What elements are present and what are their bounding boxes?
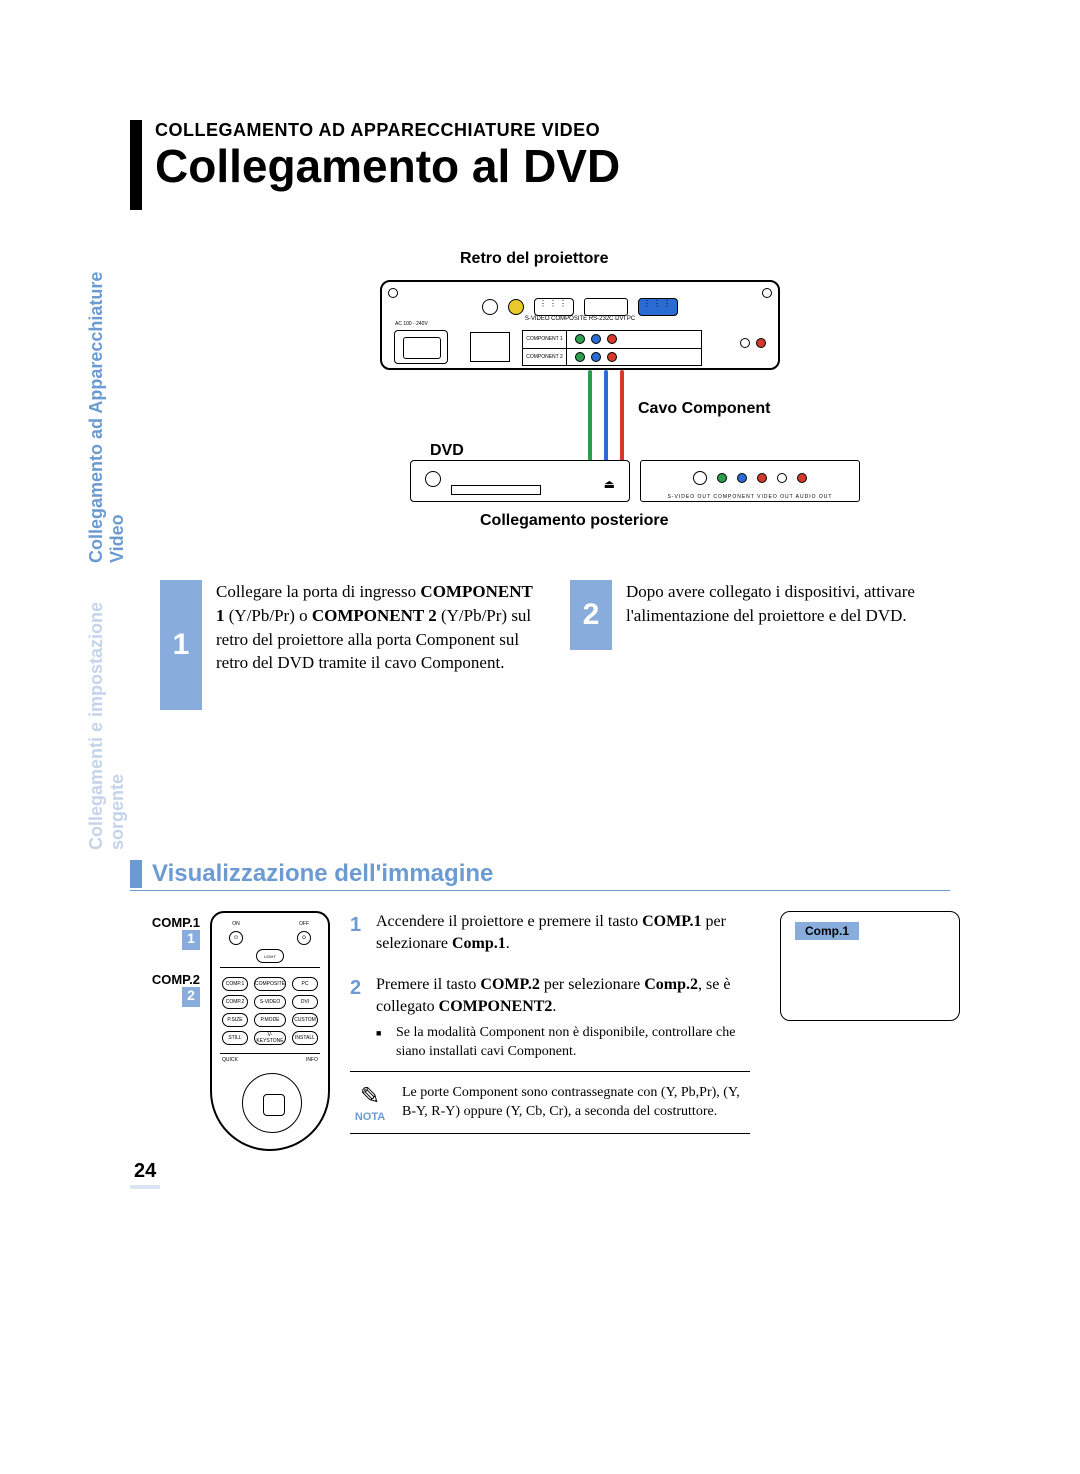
viz-step-text: Accendere il proiettore e premere il tas…: [376, 911, 750, 956]
callout-label: COMP.1: [152, 915, 200, 930]
remote-button: COMPOSITE: [254, 977, 286, 991]
nota-label: NOTA: [350, 1111, 390, 1123]
label-posteriore: Collegamento posteriore: [480, 512, 668, 530]
remote-label: OFF: [290, 921, 318, 927]
remote-control-icon: ON OFF ⏻ ⭘ LIGHT COMP.1 COMPOSITE PC COMP.2 S…: [210, 911, 330, 1151]
rs232-port-icon: [534, 298, 574, 316]
remote-button: V-KEYSTONE: [254, 1031, 286, 1045]
callout-comp1: COMP.11: [130, 915, 200, 950]
nota-text: Le porte Component sono contrassegnate c…: [402, 1084, 750, 1120]
dvd-front-icon: ⏏: [410, 460, 630, 502]
step-number: 2: [570, 580, 612, 650]
viz-step-num: 1: [350, 911, 368, 956]
callout-num: 1: [182, 930, 200, 950]
remote-label: INFO: [306, 1057, 318, 1063]
page-header: COLLEGAMENTO AD APPARECCHIATURE VIDEO Co…: [130, 120, 950, 189]
rca-red-audio-icon: [797, 473, 807, 483]
remote-callouts: COMP.11 COMP.22: [130, 915, 200, 1013]
section-heading: Visualizzazione dell'immagine: [130, 860, 950, 891]
remote-label: ON: [222, 921, 250, 927]
viz-step-2: 2 Premere il tasto COMP.2 per selezionar…: [350, 974, 750, 1062]
callout-comp2: COMP.22: [130, 972, 200, 1007]
remote-label: QUICK: [222, 1057, 238, 1063]
remote-button: LIGHT: [256, 949, 284, 963]
pc-port-icon: [638, 298, 678, 316]
dvi-port-icon: [584, 298, 628, 316]
header-accent-bar: [130, 120, 142, 210]
remote-power-on-icon: ⏻: [229, 931, 243, 945]
cable-blue: [604, 370, 608, 466]
viz-step-text: Premere il tasto COMP.2 per selezionare …: [376, 974, 750, 1062]
section-title: Visualizzazione dell'immagine: [152, 860, 493, 888]
comp2-label: COMPONENT 2: [523, 349, 567, 366]
remote-button: COMP.1: [222, 977, 248, 991]
remote-button: DVI: [292, 995, 318, 1009]
remote-button: STILL: [222, 1031, 248, 1045]
dvd-rear-panel: S-VIDEO OUT COMPONENT VIDEO OUT AUDIO OU…: [640, 460, 860, 502]
remote-button: CUSTOM: [292, 1013, 318, 1027]
remote-power-off-icon: ⭘: [297, 931, 311, 945]
projector-rear-panel: S-VIDEO COMPOSITE RS-232C DVI PC COMPONE…: [380, 280, 780, 370]
heading-accent-bar: [130, 860, 142, 888]
viz-step-1: 1 Accendere il proiettore e premere il t…: [350, 911, 750, 956]
ac-inlet-icon: [394, 330, 448, 364]
step-text: Dopo avere collegato i dispositivi, atti…: [626, 580, 950, 710]
rca-green-icon: [717, 473, 727, 483]
dvd-back-labels: S-VIDEO OUT COMPONENT VIDEO OUT AUDIO OU…: [641, 494, 859, 500]
section-visualizzazione: Visualizzazione dell'immagine COMP.11 CO…: [130, 860, 950, 1171]
connection-steps: 1 Collegare la porta di ingresso COMPONE…: [160, 580, 950, 710]
label-retro: Retro del proiettore: [460, 250, 608, 268]
step-number: 1: [160, 580, 202, 710]
label-cavo: Cavo Component: [638, 400, 770, 418]
page-title: Collegamento al DVD: [155, 143, 950, 189]
cable-red: [620, 370, 624, 466]
remote-button: P.MODE: [254, 1013, 286, 1027]
remote-dpad-icon: [242, 1073, 302, 1133]
projector-port-labels: S-VIDEO COMPOSITE RS-232C DVI PC: [382, 316, 778, 322]
connection-diagram: Retro del proiettore S-VIDEO COMPOSITE R…: [160, 250, 920, 570]
remote-button: P.SIZE: [222, 1013, 248, 1027]
audio-block-icon: [470, 332, 510, 362]
osd-chip: Comp.1: [795, 922, 859, 940]
callout-label: COMP.2: [152, 972, 200, 987]
viz-bullet: Se la modalità Component non è disponibi…: [376, 1023, 750, 1062]
page-number: 24: [130, 1160, 160, 1189]
side-tab-part2: Collegamento ad Apparecchiature Video: [86, 270, 128, 563]
step-1: 1 Collegare la porta di ingresso COMPONE…: [160, 580, 540, 710]
svideo-out-icon: [693, 471, 707, 485]
nota-box: ✎ NOTA Le porte Component sono contrasse…: [350, 1071, 750, 1134]
rca-white-icon: [777, 473, 787, 483]
rca-blue-icon: [737, 473, 747, 483]
remote-button: INSTALL: [292, 1031, 318, 1045]
composite-port-icon: [508, 299, 524, 315]
side-tab-part1: Collegamenti e impostazione sorgente: [86, 571, 128, 850]
note-icon: ✎: [360, 1082, 380, 1111]
cable-green: [588, 370, 592, 466]
viz-step-num: 2: [350, 974, 368, 1062]
osd-preview: Comp.1: [780, 911, 960, 1021]
remote-button: S-VIDEO: [254, 995, 286, 1009]
header-overline: COLLEGAMENTO AD APPARECCHIATURE VIDEO: [155, 120, 950, 141]
remote-button: COMP.2: [222, 995, 248, 1009]
side-tab: Collegamenti e impostazione sorgente Col…: [92, 270, 122, 850]
comp1-label: COMPONENT 1: [523, 331, 567, 348]
component-port-block: COMPONENT 1 COMPONENT 2: [522, 330, 702, 366]
step-text: Collegare la porta di ingresso COMPONENT…: [216, 580, 540, 710]
viz-steps: 1 Accendere il proiettore e premere il t…: [350, 911, 750, 1080]
rca-red-icon: [757, 473, 767, 483]
svideo-port-icon: [482, 299, 498, 315]
label-dvd: DVD: [430, 442, 464, 460]
audio-rca-icon: [732, 338, 766, 348]
step-2: 2 Dopo avere collegato i dispositivi, at…: [570, 580, 950, 710]
remote-button: PC: [292, 977, 318, 991]
callout-num: 2: [182, 987, 200, 1007]
